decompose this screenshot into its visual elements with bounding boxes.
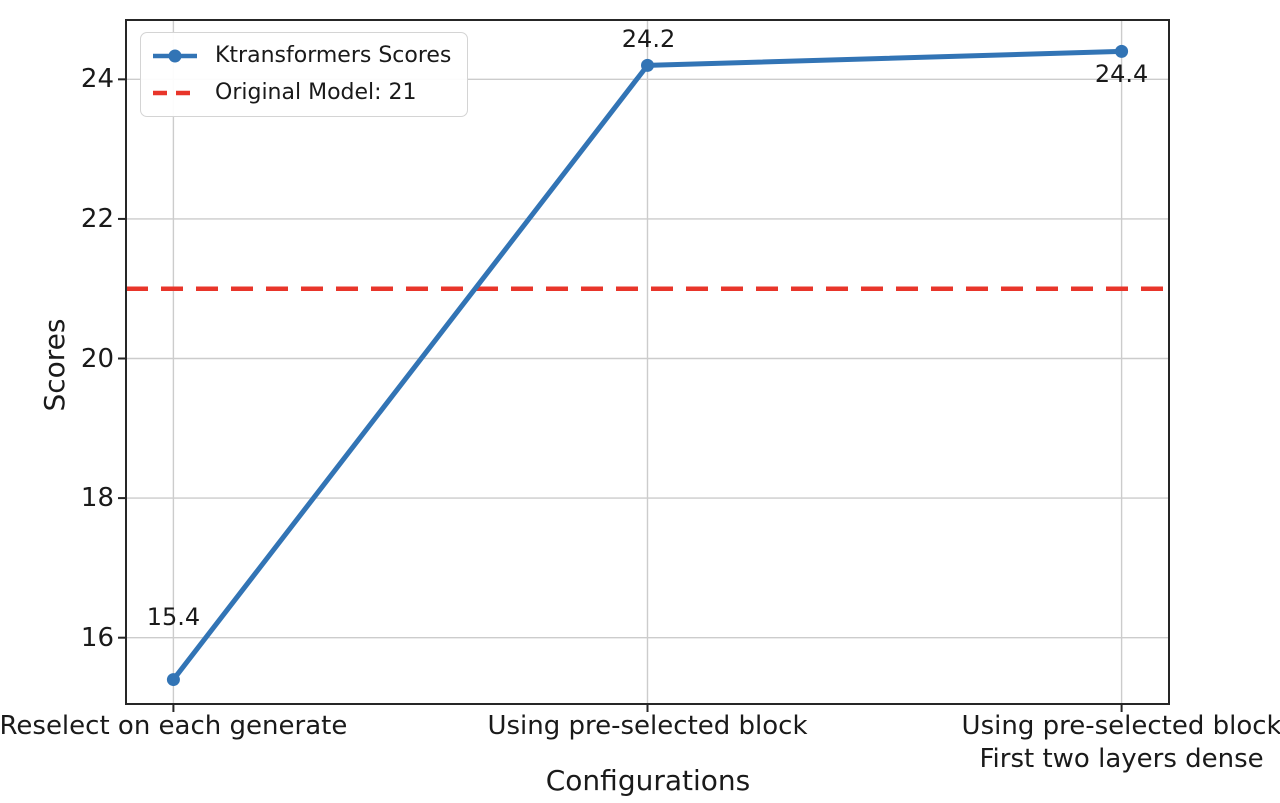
y-tick-label: 22 xyxy=(80,203,114,234)
data-label: 15.4 xyxy=(146,602,201,631)
legend: Ktransformers Scores Original Model: 21 xyxy=(140,32,469,117)
data-point-marker xyxy=(1115,44,1129,58)
x-tick-label: Reselect on each generate xyxy=(0,710,383,743)
y-tick-label: 24 xyxy=(80,64,114,95)
dashed-line-sample-icon xyxy=(153,90,197,96)
y-tick-label: 16 xyxy=(80,622,114,653)
legend-label-reference: Original Model: 21 xyxy=(215,80,417,105)
x-tick-label: Using pre-selected block xyxy=(438,710,858,743)
x-tick-label-line: Reselect on each generate xyxy=(0,711,348,741)
legend-item-series: Ktransformers Scores xyxy=(151,41,451,71)
x-tick-label-line: First two layers dense xyxy=(979,744,1264,774)
x-axis-label: Configurations xyxy=(545,764,751,797)
data-point-marker xyxy=(166,673,180,687)
data-label: 24.2 xyxy=(621,25,676,54)
x-tick-label: Using pre-selected block First two layers… xyxy=(912,710,1280,776)
legend-label-series: Ktransformers Scores xyxy=(215,43,452,68)
y-tick-label: 18 xyxy=(80,483,114,514)
data-point-marker xyxy=(641,58,654,72)
y-axis-label: Scores xyxy=(38,318,71,412)
line-marker-sample-icon xyxy=(153,49,197,63)
data-label: 24.4 xyxy=(1094,60,1149,89)
legend-item-reference: Original Model: 21 xyxy=(151,78,451,108)
y-tick-label: 20 xyxy=(80,343,114,374)
x-tick-label-line: Using pre-selected block xyxy=(487,711,808,741)
x-tick-label-line: Using pre-selected block xyxy=(961,711,1280,741)
